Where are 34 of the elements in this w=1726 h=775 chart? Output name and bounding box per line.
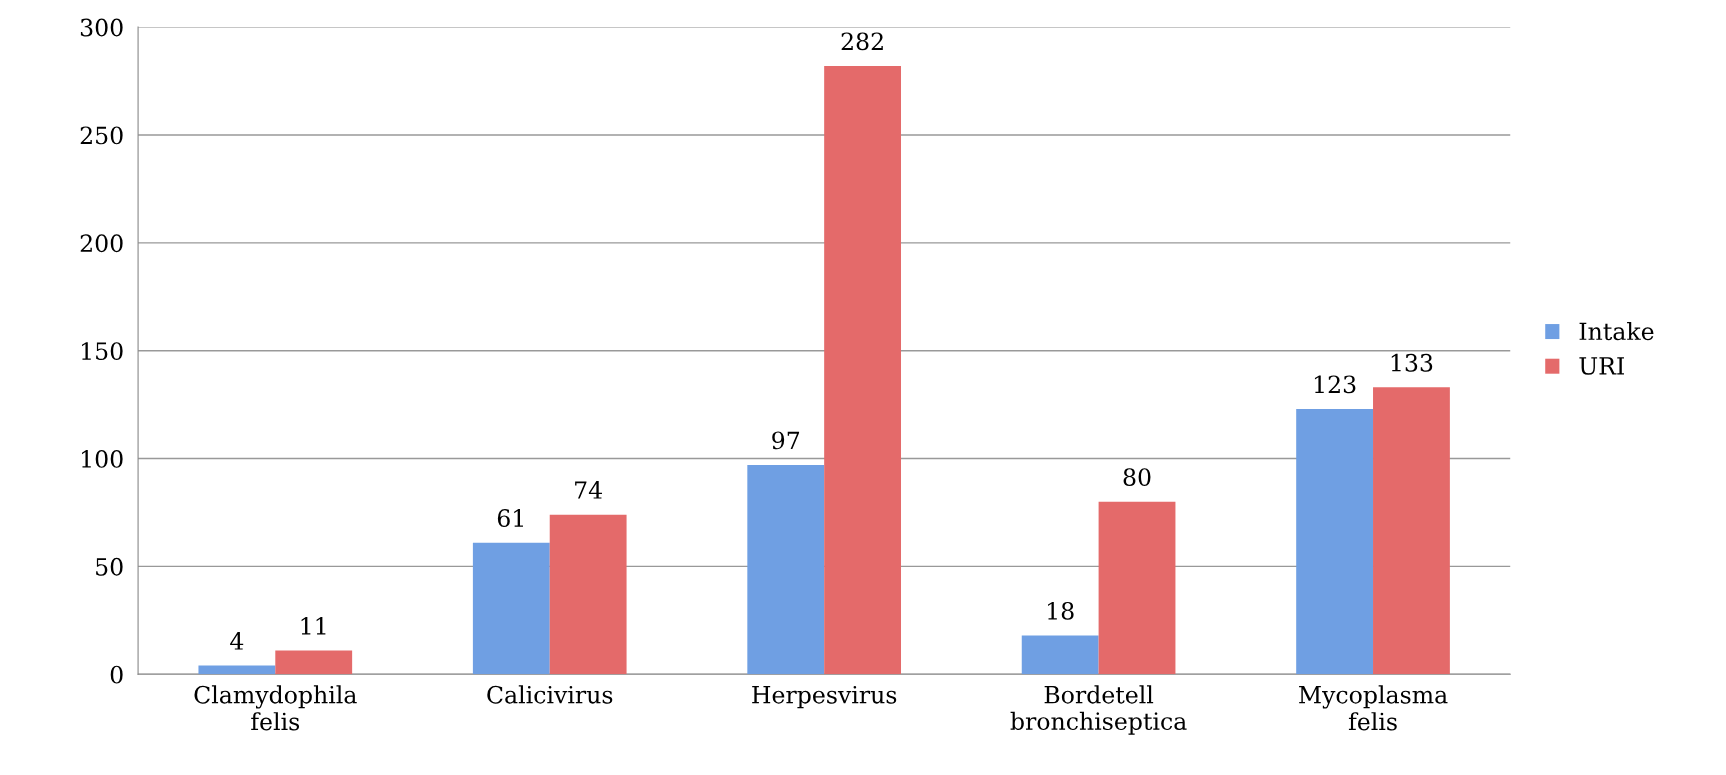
data-label: 11 — [301, 616, 326, 635]
data-label: 18 — [1048, 601, 1074, 620]
bar — [824, 65, 902, 675]
bar — [549, 514, 627, 675]
legend-label: Intake — [1579, 321, 1654, 341]
y-tick-label: 300 — [80, 18, 123, 37]
bar — [275, 650, 353, 675]
bar — [1021, 635, 1099, 675]
data-label: 4 — [230, 632, 244, 650]
y-tick-label: 50 — [96, 557, 123, 576]
bar — [747, 465, 825, 675]
bar — [1098, 501, 1176, 675]
x-tick-label: Calicivirus — [487, 685, 613, 704]
bar — [1373, 387, 1450, 675]
legend-label: URI — [1579, 357, 1624, 375]
bar — [472, 542, 550, 675]
data-label: 97 — [772, 431, 800, 450]
data-label: 80 — [1123, 468, 1151, 486]
bar — [198, 665, 276, 675]
data-label: 61 — [497, 509, 523, 527]
x-tick-label: Herpesvirus — [752, 685, 897, 709]
data-label: 133 — [1391, 353, 1433, 372]
y-tick-label: 200 — [80, 234, 123, 253]
data-label: 123 — [1314, 375, 1356, 394]
bar — [1296, 408, 1374, 675]
y-tick-label: 150 — [82, 342, 123, 360]
y-tick-label: 250 — [80, 126, 123, 145]
y-tick-label: 0 — [110, 665, 123, 684]
data-label: 74 — [575, 481, 602, 499]
x-tick-label: Clamydophila felis — [194, 685, 357, 731]
y-tick-label: 100 — [82, 449, 123, 468]
data-label: 282 — [841, 32, 883, 51]
x-tick-label: Bordetell bronchiseptica — [1010, 685, 1187, 735]
x-tick-label: Mycoplasma felis — [1299, 685, 1448, 731]
